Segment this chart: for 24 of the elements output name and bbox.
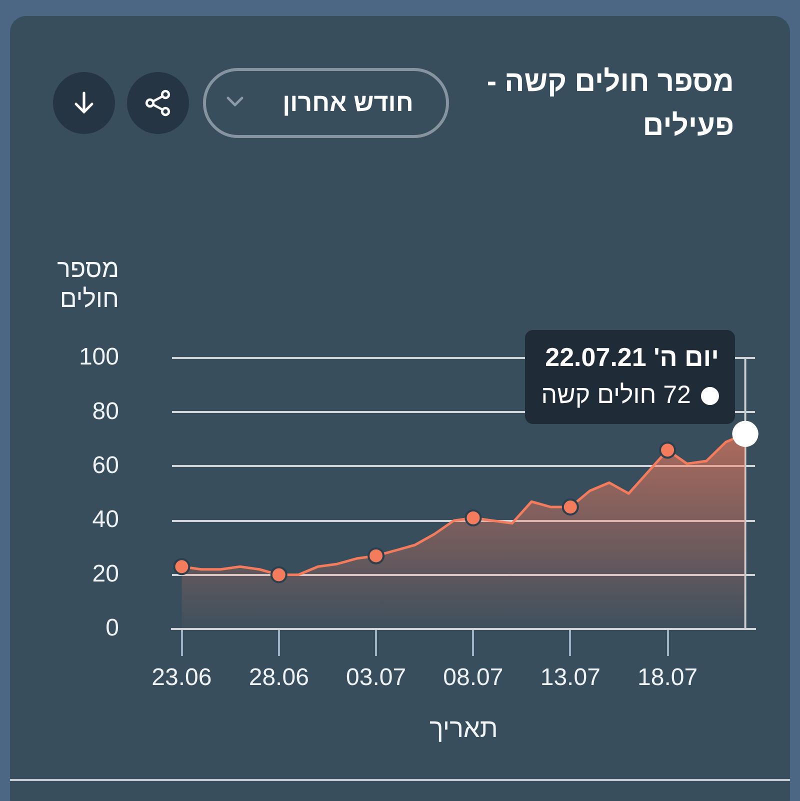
y-tick-label: 0 xyxy=(106,614,119,642)
x-tick-label: 28.06 xyxy=(248,664,309,692)
point xyxy=(562,498,579,516)
x-axis-title: תאריך xyxy=(430,712,498,744)
point xyxy=(464,509,482,526)
point xyxy=(270,566,288,584)
y-tick-label: 60 xyxy=(92,452,119,480)
y-axis-title: מספר חולים xyxy=(56,254,119,314)
point xyxy=(368,547,385,564)
point xyxy=(659,442,676,459)
annotation: 72 חולים קשה xyxy=(541,380,691,409)
annotation: יום ה' 22.07.21 xyxy=(545,342,719,372)
x-tick-label: 13.07 xyxy=(540,664,600,692)
x-tick-label: 08.07 xyxy=(443,664,504,692)
y-tick-label: 100 xyxy=(78,344,119,371)
y-tick-label: 80 xyxy=(92,398,119,425)
x-tick-label: 03.07 xyxy=(346,664,406,692)
point xyxy=(173,558,190,576)
y-tick-label: 20 xyxy=(92,560,119,588)
dropdown-button: חודש אחרון xyxy=(203,68,449,138)
x-tick-label: 18.07 xyxy=(638,664,698,692)
y-tick-label: 40 xyxy=(92,506,119,534)
x-tick-label: 23.06 xyxy=(152,664,212,692)
chart-title: מספר חולים קשה - פעילים xyxy=(486,65,734,144)
